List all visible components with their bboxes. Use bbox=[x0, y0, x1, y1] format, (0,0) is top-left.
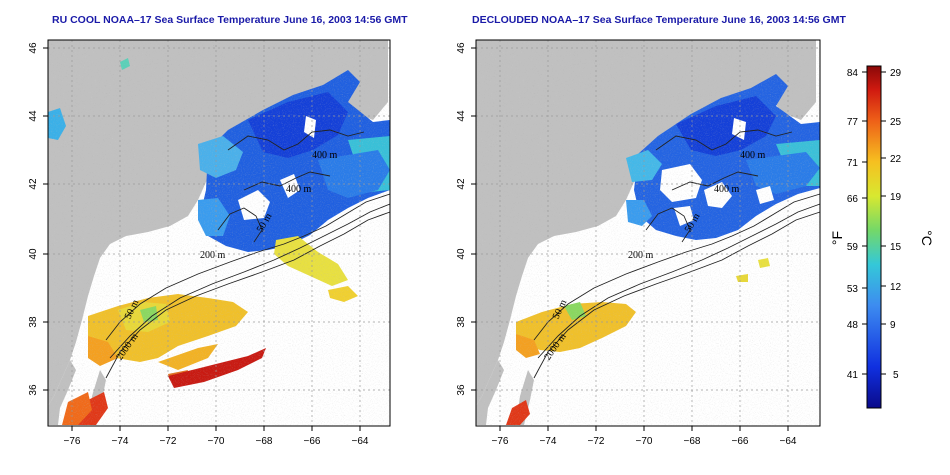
celsius-tick: 29 bbox=[890, 68, 902, 79]
contour-label: 400 m bbox=[312, 150, 338, 161]
right-y-axis: 36 38 40 42 44 46 bbox=[456, 42, 476, 396]
colorbar: 84 77 71 66 59 53 48 41 29 25 22 19 15 1… bbox=[829, 65, 935, 409]
left-sst-field bbox=[48, 40, 390, 426]
y-tick-label: 44 bbox=[456, 110, 467, 122]
x-tick-label: −68 bbox=[684, 436, 701, 447]
fahrenheit-tick: 84 bbox=[847, 68, 859, 79]
x-tick-label: −68 bbox=[256, 436, 273, 447]
left-gridlines bbox=[48, 40, 390, 426]
contour-label: 200 m bbox=[200, 250, 226, 261]
x-tick-label: −72 bbox=[588, 436, 605, 447]
contour-label: 400 m bbox=[740, 150, 766, 161]
fahrenheit-tick: 48 bbox=[847, 320, 859, 331]
contour-label: 400 m bbox=[714, 184, 740, 195]
right-map-panel: 400 m 400 m 50 m 200 m 50 m 2000 m bbox=[475, 39, 821, 427]
celsius-tick: 15 bbox=[890, 242, 902, 253]
left-y-axis: 36 38 40 42 44 46 bbox=[28, 42, 48, 396]
y-tick-label: 38 bbox=[456, 316, 467, 328]
celsius-tick: 25 bbox=[890, 117, 902, 128]
left-map-panel: 400 m 400 m 50 m 200 m 50 m 2000 m bbox=[47, 39, 391, 427]
y-tick-label: 46 bbox=[456, 42, 467, 54]
x-tick-label: −64 bbox=[352, 436, 369, 447]
left-bathymetry-contours bbox=[105, 129, 391, 379]
fahrenheit-tick: 71 bbox=[847, 158, 859, 169]
fahrenheit-tick: 77 bbox=[847, 117, 859, 128]
y-tick-label: 36 bbox=[456, 384, 467, 396]
right-plot-frame bbox=[475, 39, 821, 427]
right-sst-field bbox=[476, 40, 820, 426]
contour-label: 200 m bbox=[628, 250, 654, 261]
x-tick-label: −64 bbox=[780, 436, 797, 447]
fahrenheit-tick: 41 bbox=[847, 370, 859, 381]
celsius-tick: 5 bbox=[893, 370, 899, 381]
y-tick-label: 42 bbox=[28, 178, 39, 190]
x-tick-label: −74 bbox=[112, 436, 129, 447]
y-tick-label: 38 bbox=[28, 316, 39, 328]
celsius-tick: 9 bbox=[890, 320, 896, 331]
left-plot-frame bbox=[47, 39, 391, 427]
x-tick-label: −72 bbox=[160, 436, 177, 447]
celsius-unit-label: °C bbox=[919, 230, 935, 246]
fahrenheit-unit-label: °F bbox=[829, 231, 845, 245]
x-tick-label: −76 bbox=[64, 436, 81, 447]
right-bathymetry-contours bbox=[533, 129, 821, 379]
x-tick-label: −70 bbox=[208, 436, 225, 447]
x-tick-label: −66 bbox=[732, 436, 749, 447]
x-tick-label: −76 bbox=[492, 436, 509, 447]
celsius-tick: 22 bbox=[890, 154, 902, 165]
right-x-axis: −76 −74 −72 −70 −68 −66 −64 bbox=[492, 426, 797, 447]
y-tick-label: 40 bbox=[456, 248, 467, 260]
contour-label: 400 m bbox=[286, 184, 312, 195]
y-tick-label: 42 bbox=[456, 178, 467, 190]
fahrenheit-tick: 53 bbox=[847, 284, 859, 295]
y-tick-label: 40 bbox=[28, 248, 39, 260]
celsius-tick: 19 bbox=[890, 192, 902, 203]
colorbar-gradient bbox=[866, 65, 882, 409]
right-gridlines bbox=[476, 40, 820, 426]
celsius-tick: 12 bbox=[890, 282, 902, 293]
x-tick-label: −70 bbox=[636, 436, 653, 447]
left-panel-title: RU COOL NOAA–17 Sea Surface Temperature … bbox=[52, 14, 408, 26]
right-panel-title: DECLOUDED NOAA–17 Sea Surface Temperatur… bbox=[472, 14, 846, 26]
y-tick-label: 44 bbox=[28, 110, 39, 122]
y-tick-label: 46 bbox=[28, 42, 39, 54]
y-tick-label: 36 bbox=[28, 384, 39, 396]
fahrenheit-tick: 66 bbox=[847, 194, 859, 205]
left-x-axis: −76 −74 −72 −70 −68 −66 −64 bbox=[64, 426, 369, 447]
x-tick-label: −66 bbox=[304, 436, 321, 447]
x-tick-label: −74 bbox=[540, 436, 557, 447]
fahrenheit-tick: 59 bbox=[847, 242, 859, 253]
